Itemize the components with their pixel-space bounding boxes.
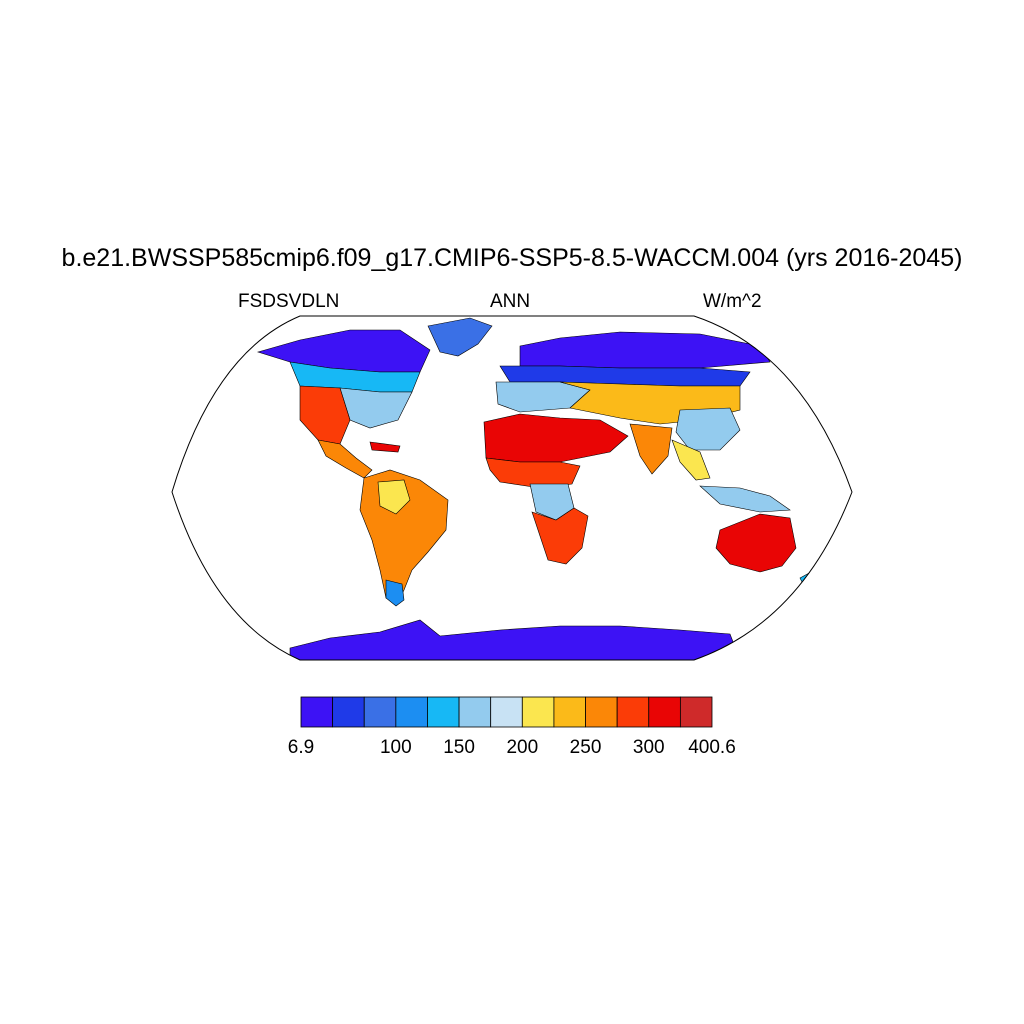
colorbar-swatch (458, 696, 492, 728)
colorbar-swatch (395, 696, 428, 728)
plot-title: b.e21.BWSSP585cmip6.f09_g17.CMIP6-SSP5-8… (61, 244, 963, 272)
region-australia (715, 513, 797, 573)
map-border (171, 315, 853, 661)
colorbar-swatch (679, 696, 713, 728)
units-label: W/m^2 (703, 291, 762, 312)
colorbar-tick-label: 250 (569, 737, 602, 758)
colorbar-swatch (616, 696, 650, 728)
region-southern-africa (531, 507, 589, 565)
colorbar (300, 696, 713, 728)
colorbar-swatch (427, 696, 460, 728)
colorbar-swatch (553, 696, 586, 728)
colorbar-swatch (521, 696, 555, 728)
region-caribbean (369, 441, 401, 453)
colorbar-tick-label: 200 (506, 737, 539, 758)
colorbar-swatch (648, 696, 681, 728)
region-china (675, 407, 741, 451)
region-patagonia (385, 579, 405, 607)
colorbar-swatch (332, 696, 365, 728)
region-southeast-asia (671, 439, 711, 481)
colorbar-tick-label: 150 (443, 737, 475, 758)
colorbar-swatch (300, 696, 334, 728)
region-sahara-arabia (483, 413, 629, 463)
variable-label: FSDSVDLN (238, 291, 340, 312)
region-greenland (427, 317, 493, 357)
region-india (629, 423, 673, 475)
colorbar-swatch (490, 696, 523, 728)
colorbar-swatch (363, 696, 397, 728)
region-central-america (317, 439, 373, 479)
region-antarctica (289, 619, 741, 660)
colorbar-tick-label: 300 (632, 737, 665, 758)
region-sahel (485, 457, 581, 489)
region-amazon-cloudy (377, 479, 411, 515)
land-regions (256, 317, 827, 660)
colorbar-tick-label: 100 (379, 737, 412, 758)
colorbar-tick-label: 6.9 (287, 737, 315, 758)
region-eastern-north-america (339, 387, 413, 429)
colorbar-swatch (585, 696, 618, 728)
region-maritime-continent (699, 485, 791, 513)
region-new-zealand (799, 565, 827, 591)
region-siberia (519, 331, 771, 369)
colorbar-tick-label: 400.6 (688, 737, 736, 758)
season-label: ANN (490, 291, 531, 312)
region-arctic-north-america (256, 329, 431, 373)
